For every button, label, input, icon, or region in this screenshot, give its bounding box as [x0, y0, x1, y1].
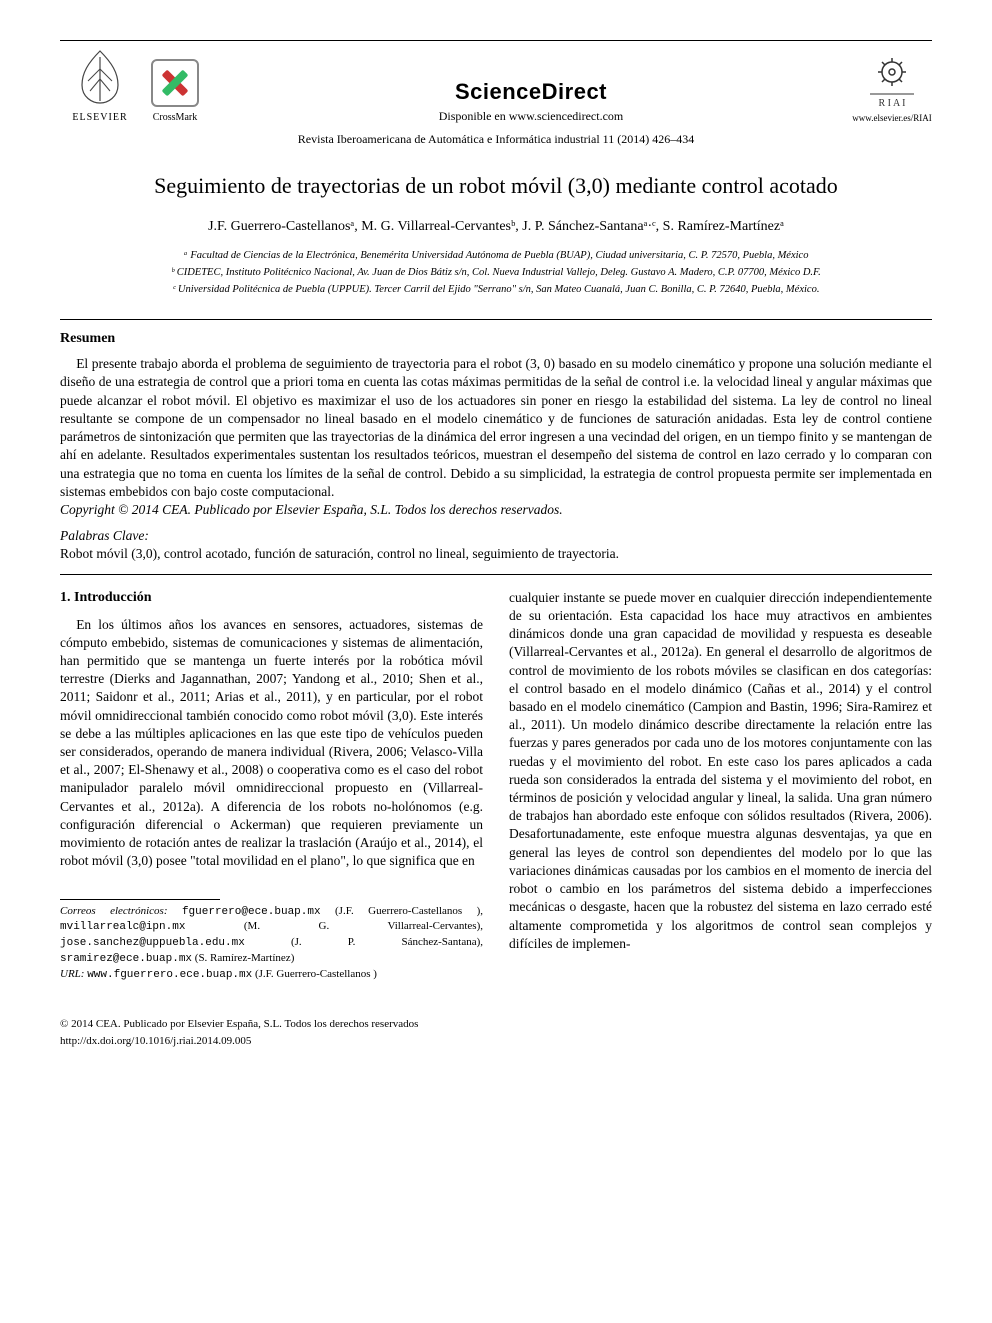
affiliation-a: ᵃ Facultad de Ciencias de la Electrónica… [60, 249, 932, 264]
email-1-name: (J.F. Guerrero-Castellanos ) [335, 905, 480, 917]
column-left: 1. Introducción En los últimos años los … [60, 589, 483, 983]
top-rule [60, 40, 932, 41]
abstract-copyright: Copyright © 2014 CEA. Publicado por Else… [60, 501, 932, 519]
intro-col2-text: cualquier instante se puede mover en cua… [509, 589, 932, 953]
intro-col1-text: En los últimos años los avances en senso… [60, 616, 483, 871]
url-label: URL: [60, 968, 84, 980]
elsevier-logo: ELSEVIER [60, 45, 140, 125]
affiliation-c: ᶜ Universidad Politécnica de Puebla (UPP… [60, 283, 932, 298]
email-3[interactable]: jose.sanchez@uppuebla.edu.mx [60, 937, 245, 949]
sciencedirect-wordmark: ScienceDirect [210, 77, 852, 107]
affiliation-b: ᵇ CIDETEC, Instituto Politécnico Naciona… [60, 266, 932, 281]
footer-copyright: © 2014 CEA. Publicado por Elsevier Españ… [60, 1017, 932, 1032]
crossmark-label: CrossMark [153, 111, 197, 125]
email-3-name: (J. P. Sánchez-Santana) [291, 936, 480, 948]
email-2-name: (M. G. Villarreal-Cervantes) [244, 920, 480, 932]
footer-doi[interactable]: http://dx.doi.org/10.1016/j.riai.2014.09… [60, 1034, 932, 1049]
email-2[interactable]: mvillarrealc@ipn.mx [60, 921, 185, 933]
crossmark-logo[interactable]: CrossMark [140, 59, 210, 125]
header: ELSEVIER CrossMark ScienceDirect Disponi… [60, 45, 932, 125]
section-rule-2 [60, 574, 932, 575]
journal-reference: Revista Iberoamericana de Automática e I… [60, 131, 932, 147]
footnote-rule [60, 899, 220, 900]
riai-url[interactable]: www.elsevier.es/RIAI [852, 112, 931, 124]
riai-gear-icon: R I A I [864, 54, 920, 110]
body-columns: 1. Introducción En los últimos años los … [60, 589, 932, 983]
email-1[interactable]: fguerrero@ece.buap.mx [182, 906, 321, 918]
section-rule-1 [60, 319, 932, 320]
abstract-section: Resumen El presente trabajo aborda el pr… [60, 330, 932, 519]
abstract-heading: Resumen [60, 330, 932, 349]
article-title: Seguimiento de trayectorias de un robot … [60, 171, 932, 201]
page-footer: © 2014 CEA. Publicado por Elsevier Españ… [60, 1017, 932, 1049]
footnote-url: URL: www.fguerrero.ece.buap.mx (J.F. Gue… [60, 967, 483, 983]
abstract-body: El presente trabajo aborda el problema d… [60, 355, 932, 501]
crossmark-icon [151, 59, 199, 107]
riai-logo: R I A I www.elsevier.es/RIAI [852, 54, 932, 124]
footnote-emails: Correos electrónicos: fguerrero@ece.buap… [60, 904, 483, 967]
elsevier-label: ELSEVIER [72, 111, 127, 125]
intro-heading: 1. Introducción [60, 589, 483, 608]
authors-line: J.F. Guerrero-Castellanosᵃ, M. G. Villar… [60, 218, 932, 237]
url-name: (J.F. Guerrero-Castellanos ) [255, 968, 377, 980]
header-center: ScienceDirect Disponible en www.scienced… [210, 77, 852, 125]
available-at-text: Disponible en www.sciencedirect.com [210, 108, 852, 124]
elsevier-tree-icon [68, 45, 132, 109]
url-value[interactable]: www.fguerrero.ece.buap.mx [87, 969, 252, 981]
svg-text:R I A I: R I A I [879, 98, 906, 109]
email-4[interactable]: sramirez@ece.buap.mx [60, 953, 192, 965]
keywords-text: Robot móvil (3,0), control acotado, func… [60, 545, 932, 563]
footnotes-block: Correos electrónicos: fguerrero@ece.buap… [60, 899, 483, 983]
column-right: cualquier instante se puede mover en cua… [509, 589, 932, 983]
keywords-label: Palabras Clave: [60, 527, 932, 545]
emails-label: Correos electrónicos: [60, 905, 168, 917]
email-4-name: (S. Ramírez-Martínez) [195, 952, 295, 964]
